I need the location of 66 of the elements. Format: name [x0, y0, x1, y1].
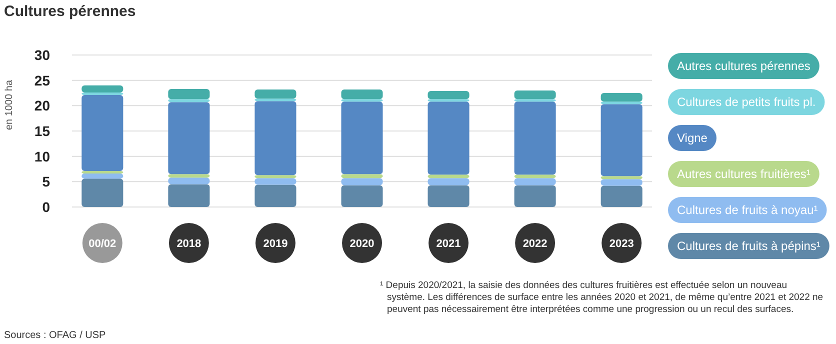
x-tick-label: 2019: [263, 238, 288, 250]
y-tick-label: 20: [34, 98, 50, 114]
x-tick-label: 00/02: [88, 238, 116, 250]
text: Cultures de fruits à pépins¹: [677, 239, 820, 253]
bar: [514, 90, 556, 100]
bar: [82, 95, 124, 172]
text: Autres cultures pérennes: [677, 59, 810, 73]
bar: [341, 174, 383, 178]
bar: [514, 102, 556, 175]
bar: [341, 89, 383, 100]
y-tick-label: 25: [34, 72, 50, 88]
bar: [168, 88, 210, 100]
bar: [254, 101, 296, 176]
bar: [82, 174, 124, 179]
y-tick-label: 0: [42, 199, 50, 215]
x-tick-label: 2021: [436, 238, 461, 250]
y-tick-label: 10: [34, 148, 50, 164]
source-note: Sources : OFAG / USP: [4, 330, 106, 341]
bar: [82, 85, 124, 92]
bar: [514, 174, 556, 178]
bar: [600, 176, 642, 180]
bar: [82, 171, 124, 174]
bar: [168, 102, 210, 174]
bar: [168, 174, 210, 178]
text: Cultures de petits fruits pl.: [677, 95, 816, 109]
text: Cultures de fruits à noyau¹: [677, 203, 818, 217]
bar: [254, 98, 296, 102]
text: ¹ Depuis 2020/2021, la saisie des données des cultures fruitières est effectuée selon un nouveau système. Les différences de surface entre les années 2020 et 2021, de même qu’entre 2021 et 2022 ne peuvent pas nécessairement être interprétées comme une progression ou un recul des surfaces.: [380, 280, 824, 315]
bar: [168, 184, 210, 207]
bar: [428, 185, 470, 207]
bar: [254, 89, 296, 99]
bar: [600, 102, 642, 104]
x-tick-label: 2020: [350, 238, 374, 250]
bar: [341, 99, 383, 102]
bar: [514, 185, 556, 207]
y-tick-label: 30: [34, 47, 50, 63]
bar: [514, 178, 556, 186]
bar: [168, 178, 210, 184]
bar: [82, 178, 124, 207]
bar: [341, 185, 383, 207]
y-tick-label: 5: [42, 174, 50, 190]
text: Autres cultures fruitières¹: [677, 167, 810, 181]
bar: [428, 99, 470, 102]
chart-title: Cultures pérennes: [4, 3, 136, 20]
bar: [514, 99, 556, 102]
bar: [341, 178, 383, 186]
bar: [428, 174, 470, 178]
bar: [600, 186, 642, 207]
bar: [168, 99, 210, 102]
bar: [600, 104, 642, 176]
bar: [254, 178, 296, 185]
x-tick-label: 2023: [609, 238, 634, 250]
bar: [82, 92, 124, 96]
y-axis-title: en 1000 ha: [4, 80, 15, 130]
text: Vigne: [677, 131, 708, 145]
x-tick-label: 2018: [176, 238, 202, 250]
bar: [428, 178, 470, 186]
bar: [600, 93, 642, 102]
bar: [254, 184, 296, 207]
x-tick-label: 2022: [522, 238, 548, 250]
bar: [428, 102, 470, 175]
bar: [600, 179, 642, 186]
bar: [341, 102, 383, 174]
bar: [428, 90, 470, 100]
bar: [254, 175, 296, 178]
y-tick-label: 15: [34, 123, 50, 139]
